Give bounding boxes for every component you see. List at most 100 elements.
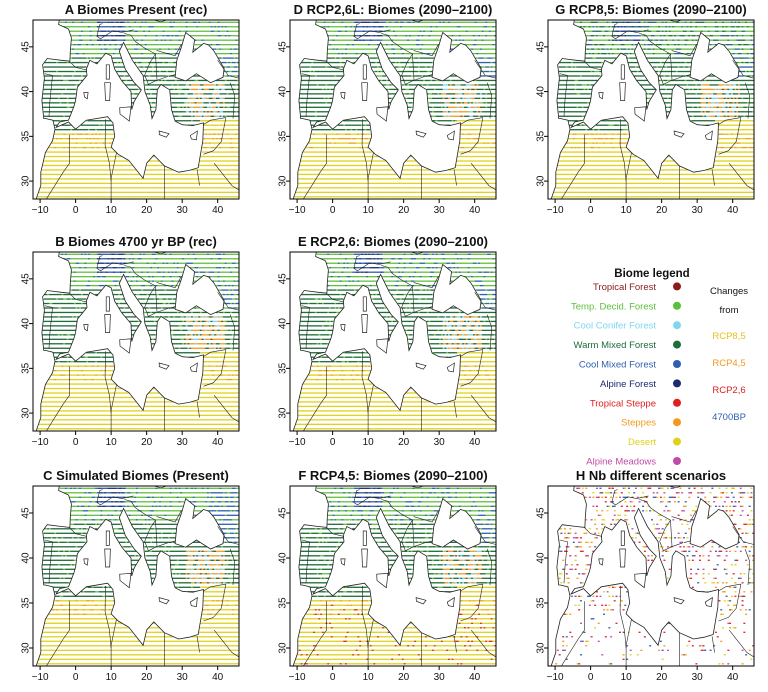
legend-title: Biome legend [614, 268, 689, 280]
coastlines [290, 486, 496, 666]
x-tick-label: 30 [692, 672, 704, 683]
y-tick-label: 35 [536, 597, 547, 609]
legend-swatch [673, 457, 681, 465]
legend-item-label: Warm Mixed Forest [573, 340, 656, 351]
y-tick-label: 40 [278, 318, 289, 330]
panel-title: A Biomes Present (rec) [65, 2, 208, 17]
x-tick-label: 30 [434, 672, 446, 683]
changes-item: RCP4,5 [712, 358, 745, 369]
coastlines [548, 486, 754, 666]
x-tick-label: −10 [32, 205, 49, 216]
x-tick-label: 40 [469, 205, 481, 216]
y-tick-label: 40 [278, 552, 289, 564]
x-tick-label: 10 [621, 672, 633, 683]
changes-item: 4700BP [712, 412, 746, 423]
legend-item-label: Tropical Steppe [590, 398, 656, 409]
panel-title: D RCP2,6L: Biomes (2090–2100) [294, 2, 493, 17]
x-tick-label: 40 [727, 672, 739, 683]
legend-swatch [673, 360, 681, 368]
y-tick-label: 45 [278, 507, 289, 519]
panel-title: G RCP8,5: Biomes (2090–2100) [555, 2, 746, 17]
x-tick-label: 30 [177, 205, 189, 216]
changes-subtitle: from [720, 305, 739, 316]
x-tick-label: 20 [398, 672, 410, 683]
x-tick-label: 20 [141, 672, 153, 683]
x-tick-label: −10 [289, 205, 306, 216]
x-tick-label: 40 [212, 437, 224, 448]
changes-item: RCP2,6 [712, 385, 745, 396]
biome-grid [293, 487, 496, 665]
coastlines [548, 20, 754, 199]
panel-title: C Simulated Biomes (Present) [43, 468, 229, 483]
legend-swatch [673, 437, 681, 446]
legend-item-label: Cool Mixed Forest [579, 360, 656, 371]
changes-item: RCP8,5 [712, 331, 745, 342]
y-tick-label: 30 [536, 642, 547, 654]
x-tick-label: 30 [177, 672, 189, 683]
panel-title: B Biomes 4700 yr BP (rec) [55, 234, 217, 249]
x-tick-label: 20 [656, 672, 668, 683]
y-tick-label: 35 [21, 362, 32, 374]
x-tick-label: 40 [469, 672, 481, 683]
y-tick-label: 45 [536, 507, 547, 519]
legend-swatch [673, 398, 681, 407]
x-tick-label: 40 [727, 205, 739, 216]
x-tick-label: 10 [363, 437, 375, 448]
y-tick-label: 30 [21, 642, 32, 654]
x-tick-label: 10 [106, 437, 118, 448]
legend-item-label: Alpine Meadows [586, 457, 656, 468]
y-tick-label: 30 [21, 407, 32, 419]
panel-C: −10 0 10 20 30 40 30 35 40 45 C Simulated Biomes (… [21, 468, 240, 683]
x-tick-label: 10 [106, 672, 118, 683]
x-tick-label: 20 [656, 205, 668, 216]
x-tick-label: 30 [434, 437, 446, 448]
changes-title: Changes [710, 286, 748, 297]
y-tick-label: 45 [536, 41, 547, 53]
panel-H: −10 0 10 20 30 40 30 35 40 45 H Nb different scena… [536, 468, 755, 683]
panel-B: −10 0 10 20 30 40 30 35 40 45 B Biomes 4700 yr BP … [21, 234, 240, 448]
legend-swatch [673, 418, 681, 427]
x-tick-label: 10 [621, 205, 633, 216]
biome-grid [36, 21, 239, 198]
x-tick-label: 0 [588, 672, 594, 683]
legend-swatch [673, 321, 681, 330]
y-tick-label: 40 [278, 86, 289, 98]
y-tick-label: 40 [21, 318, 32, 330]
x-tick-label: 30 [177, 437, 189, 448]
biome-grid [293, 253, 496, 430]
y-tick-label: 40 [21, 552, 32, 564]
legend-item-label: Steppes [621, 418, 656, 429]
panel-A: −10 0 10 20 30 40 30 35 40 45 A Biomes Present (re… [21, 2, 240, 216]
legend-swatch [673, 301, 681, 310]
legend-swatch [673, 282, 681, 291]
x-tick-label: 0 [330, 672, 336, 683]
x-tick-label: 0 [73, 672, 79, 683]
x-tick-label: −10 [547, 672, 564, 683]
panel-D: −10 0 10 20 30 40 30 35 40 45 D RCP2,6L: Biomes (2… [278, 2, 497, 216]
x-tick-label: 10 [106, 205, 118, 216]
x-tick-label: −10 [32, 672, 49, 683]
x-tick-label: 20 [141, 205, 153, 216]
x-tick-label: 20 [398, 437, 410, 448]
biome-grid [293, 21, 496, 198]
legend-item-label: Temp. Decid. Forest [571, 301, 656, 312]
y-tick-label: 35 [536, 130, 547, 142]
coastlines [290, 252, 496, 431]
x-tick-label: 20 [398, 205, 410, 216]
x-tick-label: 30 [434, 205, 446, 216]
legend-item-label: Desert [628, 437, 656, 448]
y-tick-label: 35 [21, 597, 32, 609]
y-tick-label: 45 [278, 41, 289, 53]
y-tick-label: 35 [278, 362, 289, 374]
x-tick-label: 20 [141, 437, 153, 448]
coastlines [33, 20, 239, 199]
y-tick-label: 30 [536, 175, 547, 187]
panel-E: −10 0 10 20 30 40 30 35 40 45 E RCP2,6: Biomes (20… [278, 234, 497, 448]
y-tick-label: 45 [21, 273, 32, 285]
legend-swatch [673, 340, 681, 349]
panel-title: F RCP4,5: Biomes (2090–2100) [298, 468, 487, 483]
legend-item-label: Tropical Forest [593, 282, 656, 293]
x-tick-label: 0 [330, 205, 336, 216]
panel-G: −10 0 10 20 30 40 30 35 40 45 G RCP8,5: Biomes (20… [536, 2, 755, 216]
